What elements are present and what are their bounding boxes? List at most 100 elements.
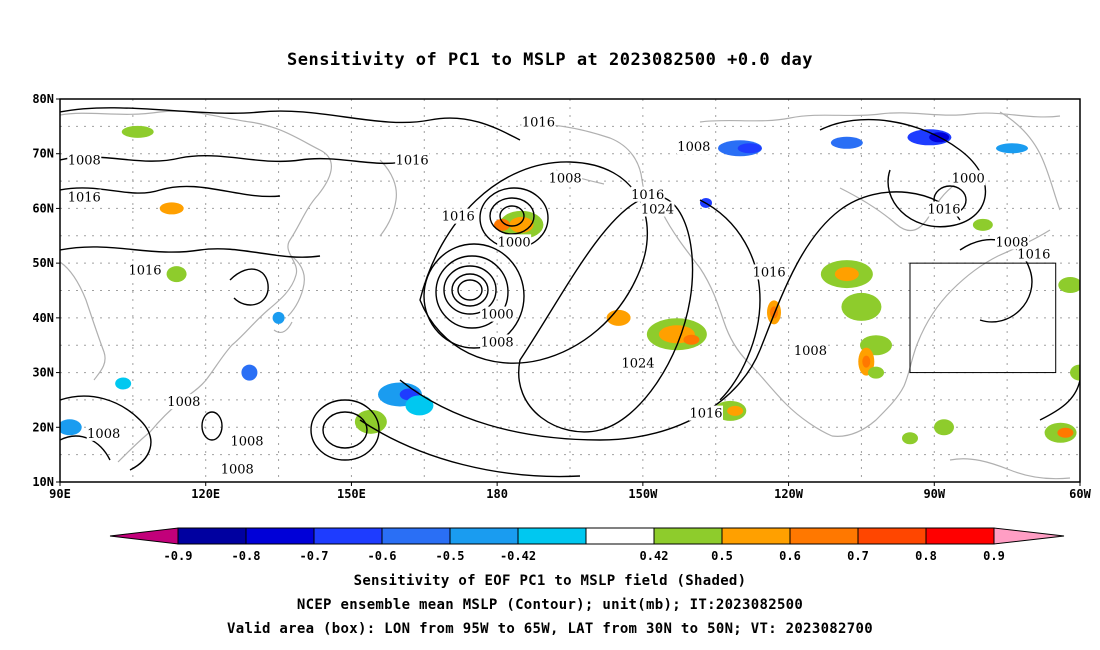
mslp-contour <box>419 161 648 364</box>
sensitivity-patch <box>354 409 387 434</box>
latitude-labels: 80N 70N 60N 50N 40N 30N 20N 10N <box>32 92 60 489</box>
colorbar-segment <box>517 527 587 545</box>
colorbar-label: 0.42 <box>640 549 669 563</box>
colorbar-segment <box>857 527 927 545</box>
contour-labels: 1016100810081016100810001016101610161024… <box>67 114 1051 477</box>
sensitivity-patch <box>405 395 434 416</box>
contour-label-background <box>630 186 665 202</box>
contour-label: 1008 <box>549 171 582 186</box>
contour-label: 1008 <box>221 462 254 477</box>
sensitivity-patch <box>1058 277 1080 294</box>
colorbar-segment <box>721 527 791 545</box>
colorbar-label: -0.5 <box>436 549 465 563</box>
caption-line-2: NCEP ensemble mean MSLP (Contour); unit(… <box>296 597 804 613</box>
colorbar-label: -0.9 <box>164 549 193 563</box>
contour-label-background <box>67 152 102 168</box>
colorbar-segment <box>585 527 655 545</box>
contour-label-background <box>689 405 723 421</box>
sensitivity-patch <box>272 311 285 324</box>
longitude-labels: 90E 120E 150E 180 150W 120W 90W 60W <box>49 482 1092 501</box>
latitude-label: 20N <box>32 420 54 434</box>
map-frame <box>59 98 1081 483</box>
contour-label-background <box>480 334 515 350</box>
contour-label: 1008 <box>481 335 514 350</box>
contour-label-background <box>230 433 264 449</box>
longitude-label: 150W <box>628 487 658 501</box>
mslp-contour <box>60 185 281 198</box>
coastline-north-america-west <box>661 211 833 437</box>
colorbar-segment <box>925 527 995 545</box>
mslp-contour <box>201 411 223 441</box>
mslp-contour <box>435 255 509 329</box>
mslp-contour <box>518 195 694 433</box>
contour-label-background <box>480 306 515 322</box>
latitude-label: 10N <box>32 475 54 489</box>
sensitivity-patch <box>166 266 187 283</box>
coastline-gulf-east <box>831 229 1051 437</box>
colorbar-segment <box>245 527 315 545</box>
sensitivity-patch <box>606 309 631 326</box>
colorbar-segment <box>177 527 247 545</box>
mslp-contours <box>60 107 1080 478</box>
sensitivity-patch <box>494 218 510 231</box>
mslp-contour <box>1039 379 1080 421</box>
contour-label: 1008 <box>167 395 200 410</box>
longitude-label: 90W <box>923 487 945 501</box>
colorbar-low-extension <box>109 527 179 545</box>
colorbar-high-extension <box>993 527 1065 545</box>
sensitivity-patch <box>841 292 882 321</box>
contour-label: 1016 <box>631 188 664 203</box>
contour-label-background <box>995 234 1029 250</box>
coastline-south-america <box>949 458 1071 480</box>
colorbar-segment <box>449 527 519 545</box>
latitude-label: 60N <box>32 201 54 215</box>
colorbar-label: -0.8 <box>232 549 261 563</box>
mslp-contour <box>359 419 581 478</box>
contour-label-background <box>752 264 787 280</box>
longitude-label: 60W <box>1069 487 1091 501</box>
mslp-contour <box>959 239 1033 323</box>
sensitivity-patch <box>996 143 1028 154</box>
contour-label: 1016 <box>1017 247 1050 262</box>
sensitivity-patch <box>509 216 534 233</box>
colorbar-segment <box>313 527 383 545</box>
contour-label-background <box>927 201 961 217</box>
mslp-contour <box>759 191 961 351</box>
sensitivity-patch <box>1070 364 1080 381</box>
coastline-arctic-islands <box>699 112 1061 123</box>
sensitivity-patch <box>834 267 859 282</box>
contour-label-background <box>676 139 711 155</box>
sensitivity-patch <box>159 202 184 215</box>
mslp-contour <box>499 205 525 227</box>
contour-label: 1016 <box>442 210 475 225</box>
sensitivity-patch <box>60 419 82 436</box>
sensitivity-shading <box>60 125 1080 445</box>
contour-label: 1008 <box>230 435 263 450</box>
sensitivity-patch <box>972 218 993 231</box>
contour-label-background <box>128 262 162 278</box>
contour-label-background <box>548 170 583 186</box>
colorbar-label: 0.7 <box>847 549 869 563</box>
longitude-label: 120E <box>191 487 220 501</box>
contour-label: 1008 <box>794 344 827 359</box>
sensitivity-patch <box>241 364 258 381</box>
sensitivity-patch <box>1057 427 1074 438</box>
longitude-label: 90E <box>49 487 71 501</box>
mslp-contour <box>699 199 761 401</box>
latitude-label: 30N <box>32 366 54 380</box>
mslp-contour <box>451 273 489 307</box>
mslp-contour <box>819 118 987 228</box>
contour-label: 1000 <box>481 308 514 323</box>
colorbar-label: -0.42 <box>500 549 536 563</box>
latitude-label: 40N <box>32 311 54 325</box>
figure-title: Sensitivity of PC1 to MSLP at 2023082500… <box>286 50 813 70</box>
coastlines <box>60 110 1071 480</box>
longitude-label: 150E <box>337 487 366 501</box>
caption-line-3: Valid area (box): LON from 95W to 65W, L… <box>227 621 873 637</box>
contour-label-background <box>521 114 556 130</box>
contour-label: 1016 <box>522 116 555 131</box>
mslp-contour <box>310 399 380 461</box>
coastline-greenland <box>999 111 1061 211</box>
coastline-japan <box>273 254 305 334</box>
